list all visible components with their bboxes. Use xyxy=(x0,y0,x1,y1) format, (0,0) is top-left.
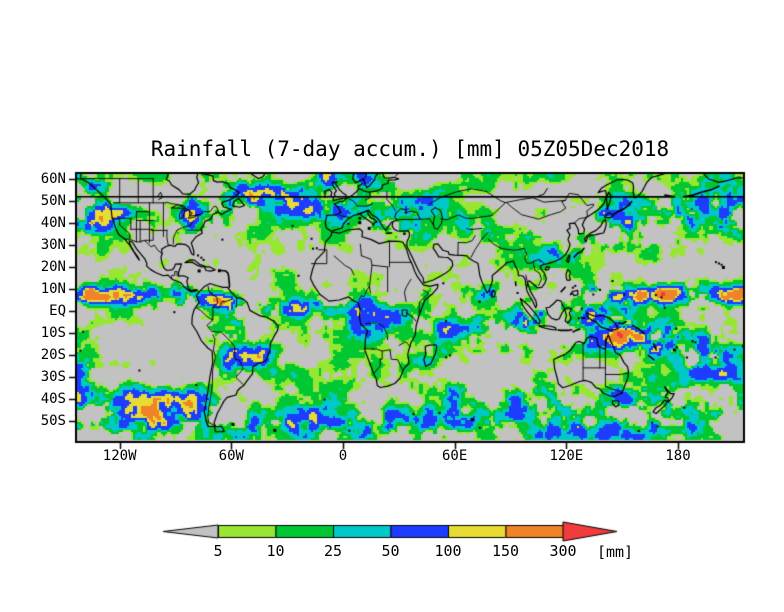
colorbar-tick-label-5: 5 xyxy=(213,542,223,560)
y-axis-label-20N: 20N xyxy=(40,258,66,275)
plot-title: Rainfall (7-day accum.) [mm] 05Z05Dec201… xyxy=(150,137,670,161)
y-axis-label-50N: 50N xyxy=(40,192,66,209)
y-axis-label-40S: 40S xyxy=(40,390,66,407)
y-axis-label-10N: 10N xyxy=(40,280,66,297)
y-axis-label-50S: 50S xyxy=(40,412,66,429)
x-axis-label-180: 180 xyxy=(665,448,691,464)
x-axis-label-120W: 120W xyxy=(102,448,137,464)
colorbar-tick-label-25: 25 xyxy=(323,542,343,560)
colorbar-tick-label-10: 10 xyxy=(266,542,285,560)
colorbar-tick-label-100: 100 xyxy=(434,542,462,560)
x-axis-label-0: 0 xyxy=(338,448,348,464)
y-axis-label-30S: 30S xyxy=(40,368,66,385)
y-axis-label-30N: 30N xyxy=(40,236,66,253)
x-axis-label-60E: 60E xyxy=(442,448,468,464)
colorbar-unit-label: [mm] xyxy=(596,543,634,561)
y-axis-label-20S: 20S xyxy=(40,346,66,363)
y-axis-label-40N: 40N xyxy=(40,214,66,231)
y-axis-label-EQ: EQ xyxy=(49,302,66,319)
y-axis-label-60N: 60N xyxy=(40,170,66,187)
x-axis-label-60W: 60W xyxy=(218,448,244,464)
colorbar-tick-label-150: 150 xyxy=(491,542,520,560)
y-axis-label-10S: 10S xyxy=(40,324,66,341)
colorbar-tick-label-50: 50 xyxy=(381,542,400,560)
colorbar-tick-label-300: 300 xyxy=(549,542,577,560)
x-axis-label-120E: 120E xyxy=(549,448,584,464)
